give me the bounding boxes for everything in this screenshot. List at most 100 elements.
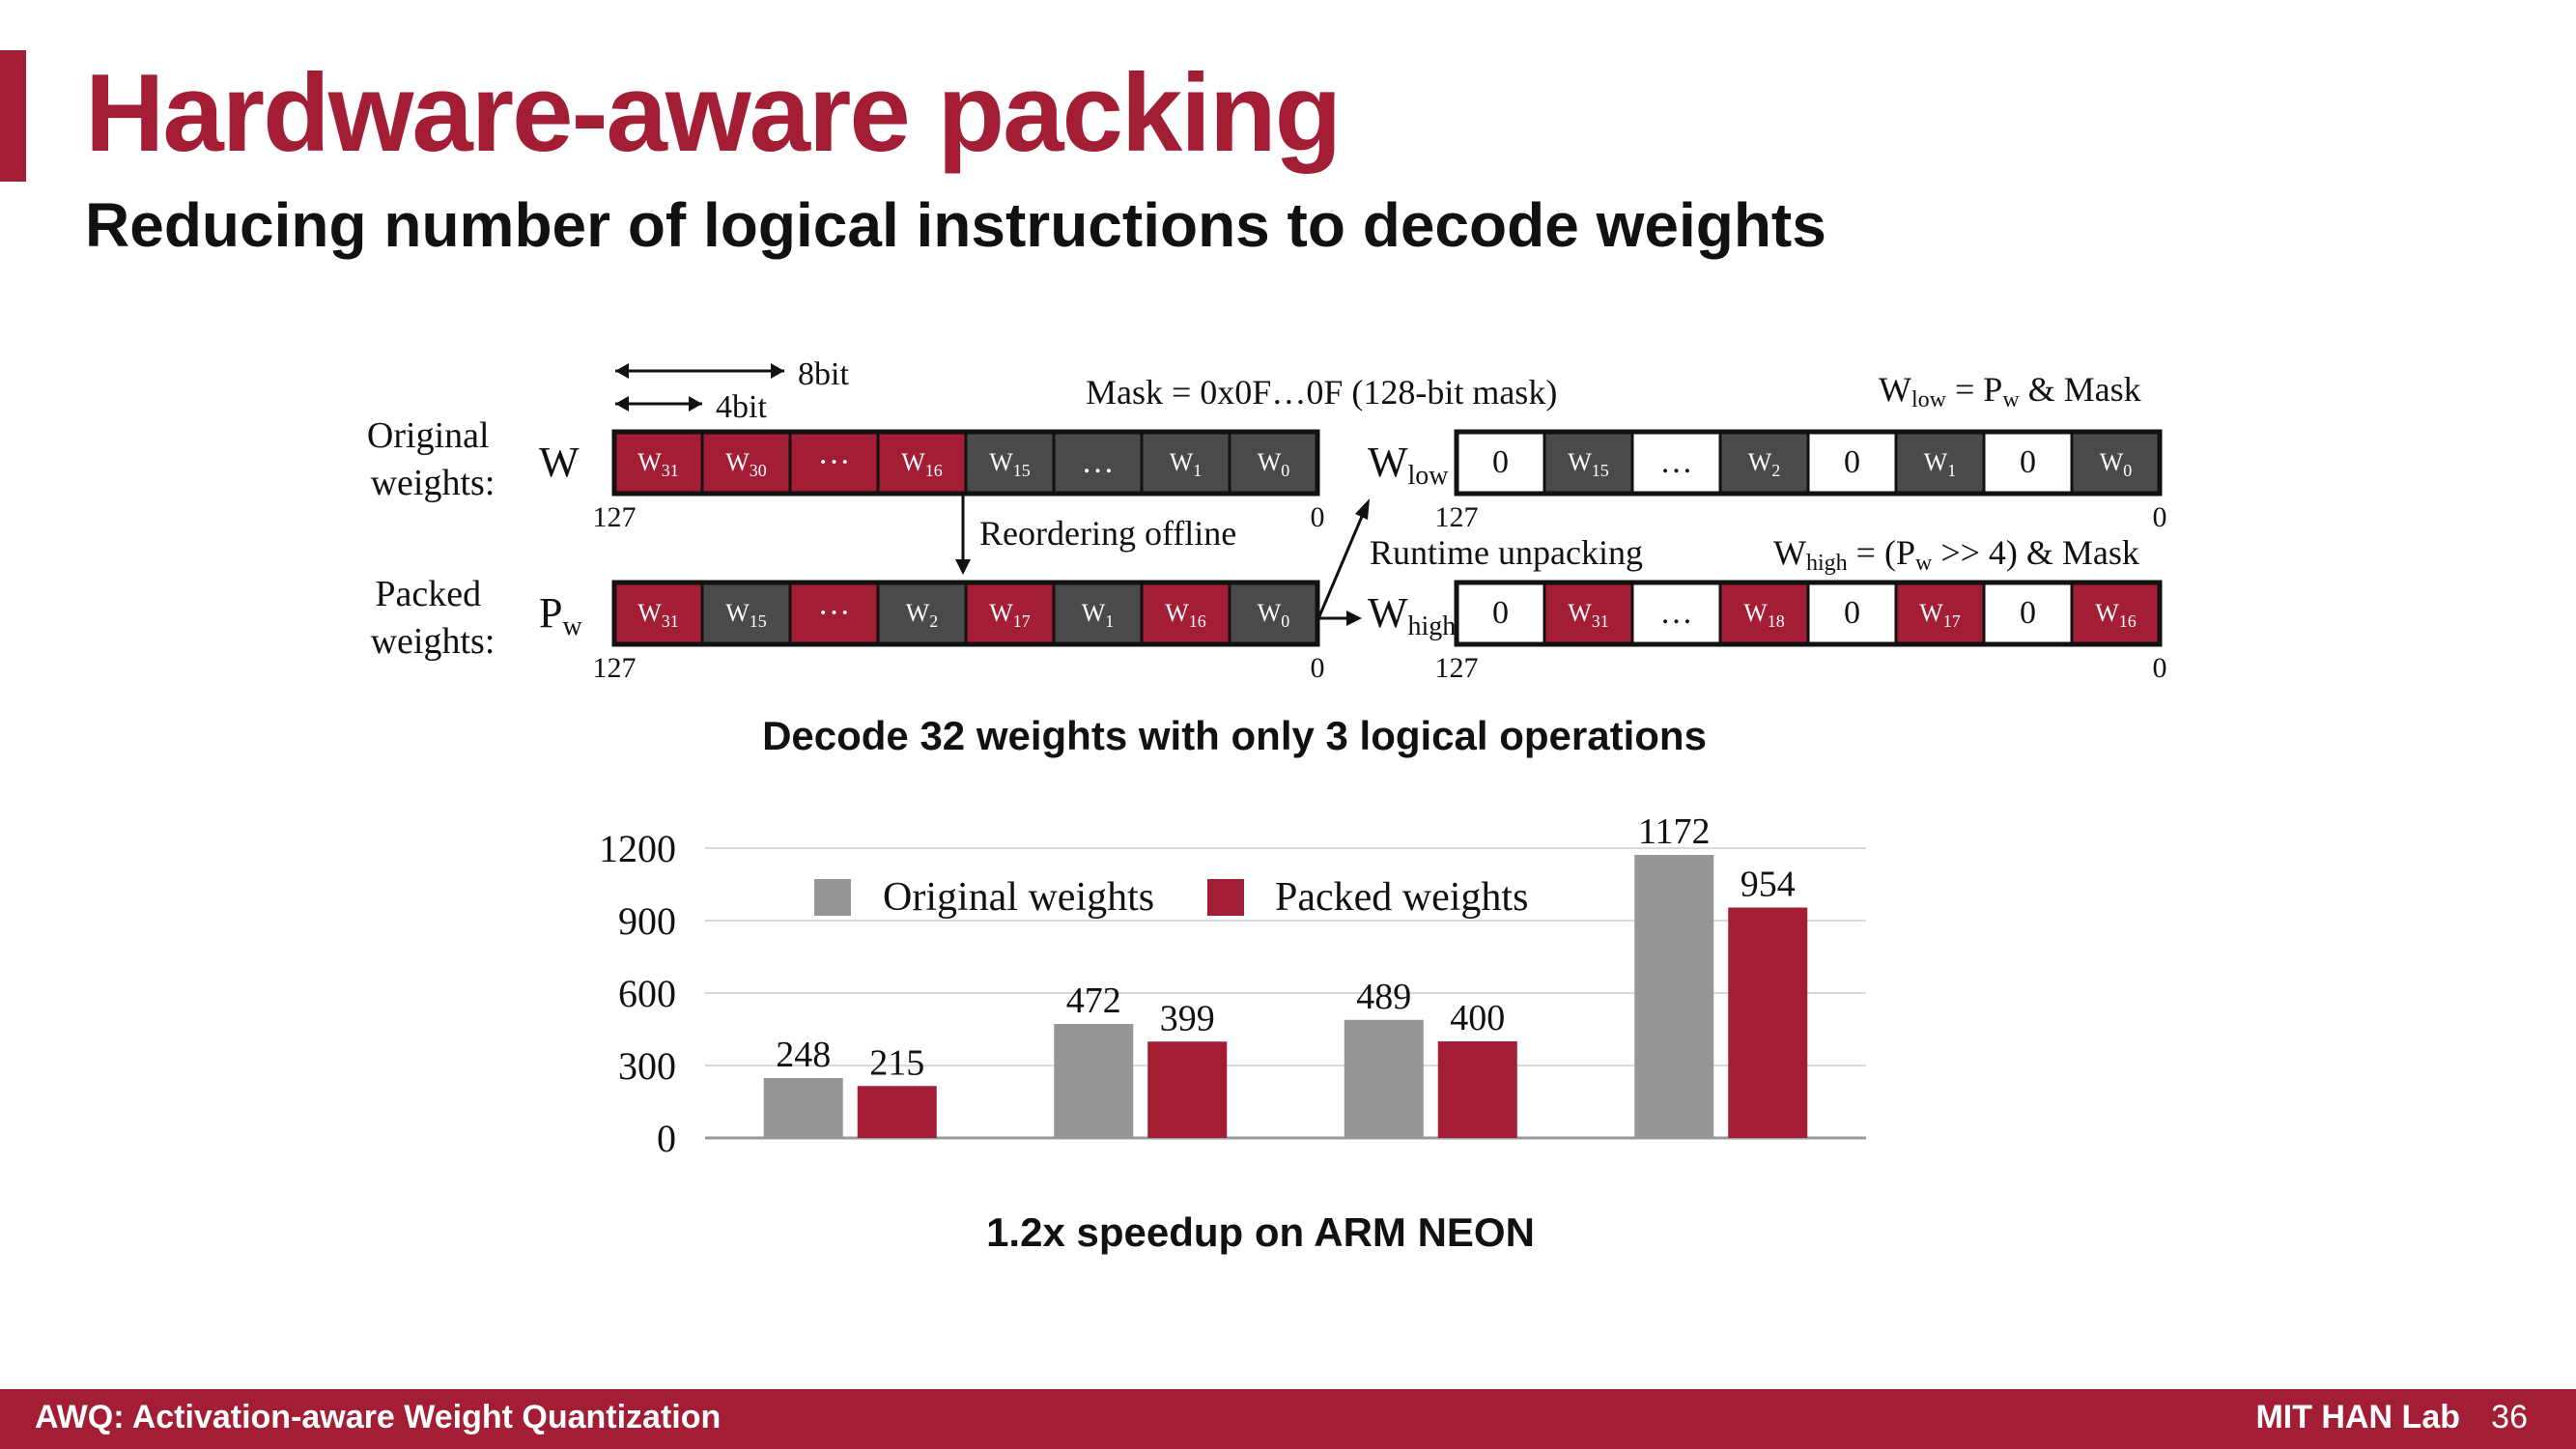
register-cell-label: 0 [1492,595,1509,631]
register-name: Pw [539,589,582,641]
register-cell-label: W15 [1568,448,1609,480]
bar-value-label: 954 [1741,865,1796,905]
diagram-caption: Decode 32 weights with only 3 logical op… [762,713,1707,758]
bar-value-label: 489 [1356,977,1411,1017]
register-cell-label: W15 [725,599,767,631]
legend-swatch-packed [1207,879,1244,916]
register-cell-label: W1 [1924,448,1957,480]
8bit-arrow-left-head [615,363,629,379]
register-cell-label: W1 [1170,448,1203,480]
legend-label-original: Original weights [883,875,1154,920]
chart-bars [763,855,1808,1138]
legend-swatch-original [814,879,851,916]
register-cell [1982,581,2074,646]
chart-legend: Original weights Packed weights [814,875,1528,920]
packed-weight-register: Pw W31 W15 ··· W2 W17 W1 W16 W0 127 0 [539,580,1325,684]
register-name: W [539,439,580,486]
y-tick-label: 900 [618,899,676,943]
register-cell-label: W31 [1568,599,1609,631]
register-cell [1228,430,1319,496]
register-cell-label: W0 [1258,599,1290,631]
y-tick-label: 0 [657,1117,676,1160]
register-lsb-index: 0 [2153,652,2167,684]
register-cell-label: 0 [1492,444,1509,480]
bar-packed [1147,1041,1228,1138]
reorder-arrow-head [955,559,971,575]
register-cell-label: … [1082,444,1115,480]
legend-label-packed: Packed weights [1275,875,1528,920]
register-cell-label: W0 [1258,448,1290,480]
register-cell-label: ··· [818,595,851,631]
4bit-arrow-right-head [689,396,702,412]
register-cell [1806,581,1898,646]
bar-value-label: 215 [869,1042,924,1083]
register-lsb-index: 0 [2153,501,2167,533]
register-cell [1630,581,1722,646]
chart-data-labels: 248 472 489 1172 215 399 400 954 [776,811,1796,1083]
register-cell [1718,430,1810,496]
register-cell-label: W2 [906,599,939,631]
register-cell-label: W16 [2095,599,2137,631]
4bit-label: 4bit [716,389,767,425]
bar-value-label: 1172 [1638,811,1711,852]
register-name: Wlow [1368,439,1449,491]
w-high-register: Whigh 0 W31 … W18 0 W17 0 W16 127 0 [1368,580,2167,684]
bit-width-indicator: 8bit 4bit [615,356,849,425]
original-weights-label: Original weights: [367,415,498,503]
bar-original [763,1078,843,1138]
footer-lab-name: MIT HAN Lab [2255,1399,2460,1435]
register-cell-label: ··· [818,444,851,480]
chart-y-axis: 0 300 600 900 1200 [599,827,676,1160]
4bit-arrow-left-head [615,396,629,412]
register-cell-label: W18 [1743,599,1785,631]
y-tick-label: 600 [618,972,676,1015]
original-weight-register: W W31 W30 ··· W16 W15 … W1 W0 127 0 [539,429,1325,533]
bar-value-label: 400 [1450,998,1505,1038]
w-low-register: Wlow 0 W15 … W2 0 W1 0 W0 127 0 [1368,429,2167,533]
register-cell-label: W15 [989,448,1031,480]
unpack-arrow-to-wlow [1317,511,1366,617]
register-cell [700,581,792,646]
register-outline [611,429,1320,497]
register-msb-index: 127 [1435,652,1479,684]
bar-packed [1437,1041,1517,1138]
register-cell-label: W30 [725,448,767,480]
bar-packed [857,1086,937,1138]
register-cell-label: W2 [1748,448,1781,480]
unpack-arrow-to-wlow-head [1355,498,1370,520]
register-cell-label: 0 [2020,595,2036,631]
reorder-label: Reordering offline [979,514,1236,553]
register-cell-label: W0 [2100,448,2133,480]
page-title: Hardware-aware packing [85,52,1342,175]
register-cell [700,430,792,496]
8bit-arrow-right-head [771,363,784,379]
register-cell-label: 0 [1844,595,1860,631]
bar-original [1344,1019,1424,1138]
register-lsb-index: 0 [1311,501,1325,533]
packed-weights-label: Packed weights: [371,574,495,662]
register-msb-index: 127 [593,652,637,684]
bar-original [1054,1024,1134,1138]
unpack-arrow-to-whigh-head [1346,611,1362,626]
runtime-unpack-label: Runtime unpacking [1370,533,1643,572]
footer-paper-title: AWQ: Activation-aware Weight Quantizatio… [35,1399,722,1435]
w-low-equation: Wlow = Pw & Mask [1879,370,2141,412]
y-tick-label: 300 [618,1044,676,1088]
register-cell-label: W16 [901,448,943,480]
w-high-equation: Whigh = (Pw >> 4) & Mask [1773,533,2139,576]
y-tick-label: 1200 [599,827,676,870]
footer-bar: AWQ: Activation-aware Weight Quantizatio… [0,1389,2576,1449]
mask-label: Mask = 0x0F…0F (128-bit mask) [1086,373,1557,412]
footer-page-number: 36 [2491,1399,2528,1435]
register-cell [788,430,880,496]
page-subtitle: Reducing number of logical instructions … [85,190,1826,260]
register-cell-label: 0 [1844,444,1860,480]
register-cell-label: 0 [2020,444,2036,480]
speed-bar-chart: 0 300 600 900 1200 248 472 489 1172 215 399 400 954… [599,811,1866,1160]
register-lsb-index: 0 [1311,652,1325,684]
register-cell-label: W31 [637,599,679,631]
register-cell-label: W31 [637,448,679,480]
8bit-label: 8bit [798,356,849,392]
register-cell-label: … [1660,444,1693,480]
